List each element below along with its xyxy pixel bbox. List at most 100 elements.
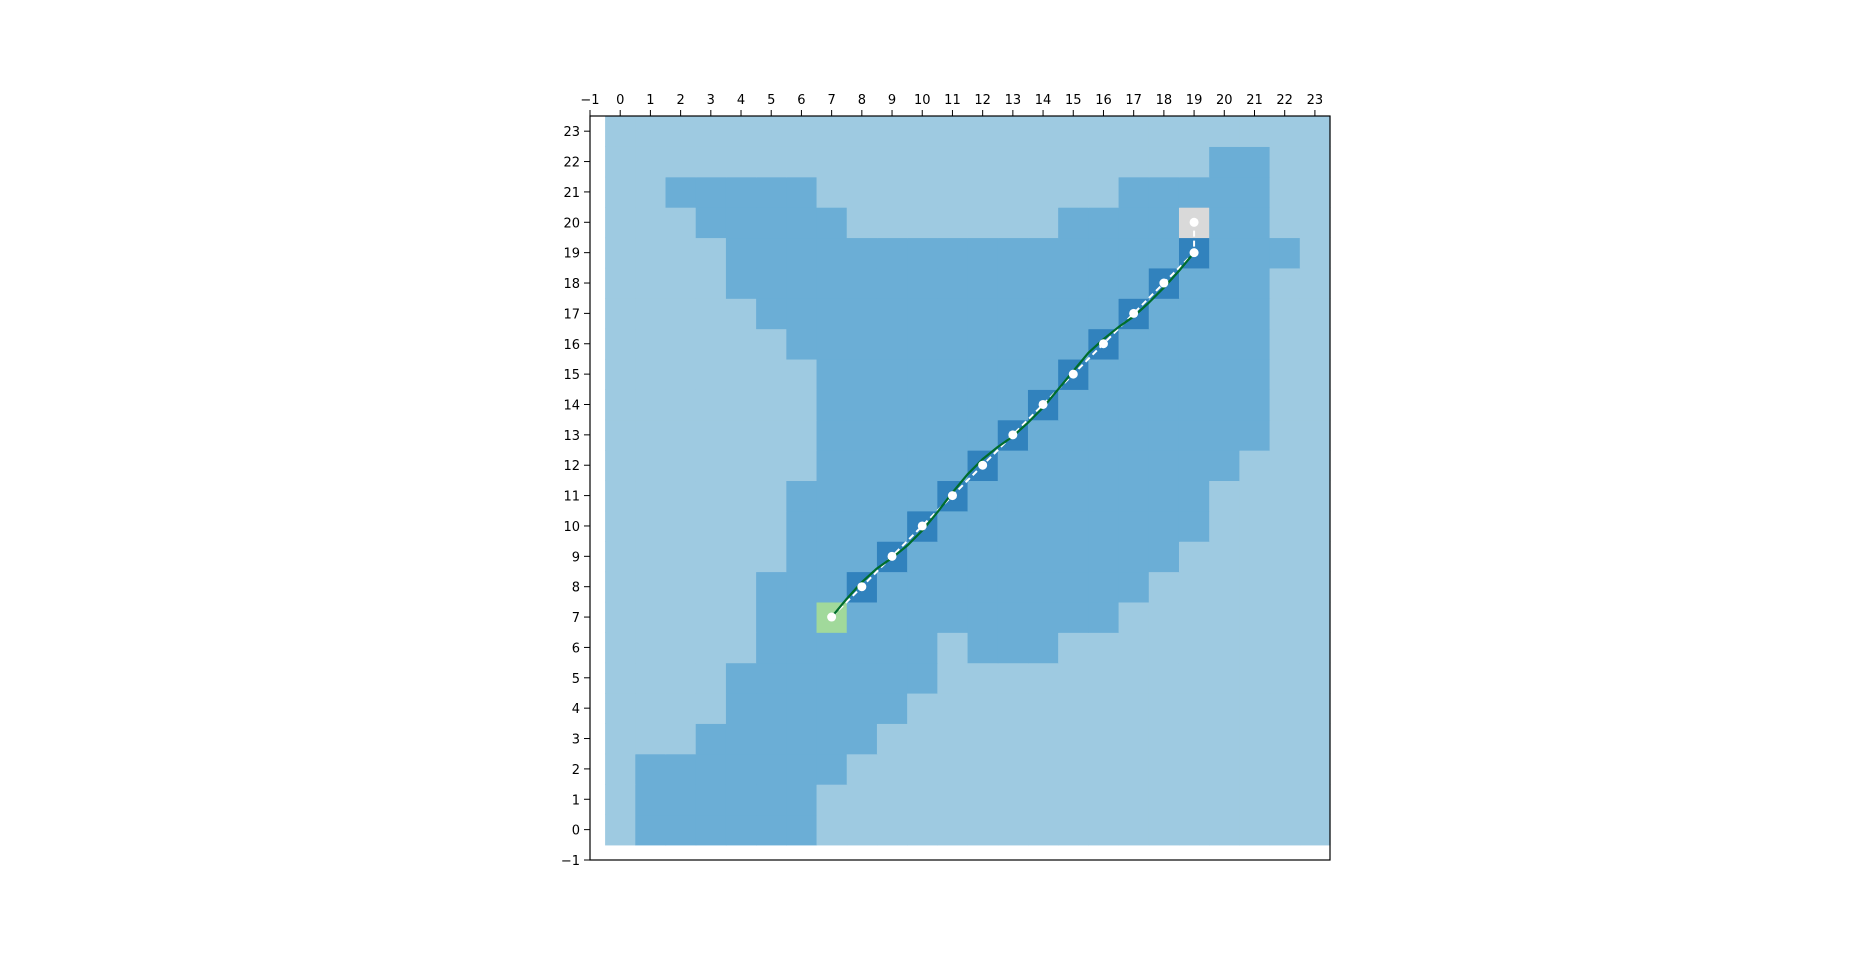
grid-cell (846, 207, 878, 239)
inner-region-cell (665, 176, 697, 208)
grid-cell (1178, 692, 1210, 724)
grid-cell (1027, 146, 1059, 178)
inner-region-cell (1058, 328, 1089, 360)
inner-region-cell (1178, 176, 1210, 208)
inner-region-cell (1239, 176, 1271, 208)
grid-cell (725, 358, 757, 390)
grid-cell (937, 176, 969, 208)
inner-region-cell (1088, 541, 1120, 573)
grid-cell (1178, 753, 1210, 785)
inner-region-cell (1027, 358, 1059, 390)
grid-cell (665, 480, 697, 512)
inner-region-cell (756, 632, 787, 664)
grid-cell (1239, 784, 1271, 816)
grid-cell (1269, 328, 1301, 360)
inner-region-cell (1118, 207, 1150, 239)
inner-region-cell (1178, 358, 1210, 390)
inner-region-cell (1148, 207, 1180, 239)
grid-cell (1299, 450, 1331, 482)
inner-region-cell (786, 632, 818, 664)
grid-cell (725, 510, 757, 542)
inner-region-cell (1269, 237, 1301, 269)
inner-region-cell (816, 632, 848, 664)
grid-cell (967, 753, 999, 785)
inner-region-cell (1178, 480, 1210, 512)
x-tick-label: 17 (1125, 93, 1142, 108)
grid-cell (907, 784, 938, 816)
x-tick-label: 22 (1276, 93, 1293, 108)
waypoint-marker (917, 521, 927, 531)
grid-cell (1299, 784, 1331, 816)
grid-cell (695, 328, 727, 360)
grid-cell (665, 328, 697, 360)
grid-cell (605, 510, 636, 542)
grid-cell (1299, 753, 1331, 785)
grid-cell (1209, 571, 1240, 603)
grid-cell (876, 723, 908, 755)
inner-region-cell (876, 358, 908, 390)
waypoint-marker (947, 491, 957, 501)
inner-region-cell (1027, 632, 1059, 664)
grid-cell (635, 419, 667, 451)
grid-cell (1269, 389, 1301, 421)
inner-region-cell (786, 480, 818, 512)
inner-region-cell (846, 510, 878, 542)
grid-cell (876, 116, 908, 147)
inner-region-cell (786, 207, 818, 239)
grid-cell (1269, 571, 1301, 603)
grid-cell (1088, 723, 1120, 755)
waypoint-marker (1008, 430, 1018, 440)
inner-region-cell (816, 298, 848, 330)
grid-cell (1209, 814, 1240, 846)
grid-cell (605, 298, 636, 330)
inner-region-cell (967, 419, 999, 451)
inner-region-cell (997, 298, 1029, 330)
inner-region-cell (725, 176, 757, 208)
inner-region-cell (876, 510, 908, 542)
inner-region-cell (997, 358, 1029, 390)
inner-region-cell (967, 571, 999, 603)
grid-cell (1299, 358, 1331, 390)
grid-cell (1299, 298, 1331, 330)
grid-cell (635, 632, 667, 664)
inner-region-cell (816, 662, 848, 694)
inner-region-cell (907, 358, 938, 390)
grid-cell (665, 267, 697, 299)
inner-region-cell (786, 601, 818, 633)
inner-region-cell (1088, 237, 1120, 269)
grid-cell (665, 601, 697, 633)
x-tick-label: 8 (858, 93, 866, 108)
inner-region-cell (907, 450, 938, 482)
inner-region-cell (1148, 237, 1180, 269)
inner-region-cell (816, 358, 848, 390)
grid-cell (635, 541, 667, 573)
y-tick-label: 9 (572, 550, 580, 565)
grid-cell (605, 176, 636, 208)
grid-cell (907, 814, 938, 846)
inner-region-cell (937, 419, 969, 451)
waypoint-marker (827, 612, 837, 622)
grid-cell (756, 541, 787, 573)
grid-cell (1209, 601, 1240, 633)
inner-region-cell (635, 784, 667, 816)
inner-region-cell (786, 267, 818, 299)
grid-cell (1027, 207, 1059, 239)
inner-region-cell (786, 510, 818, 542)
inner-region-cell (786, 298, 818, 330)
grid-cell (1269, 419, 1301, 451)
grid-cell (1027, 116, 1059, 147)
grid-cell (605, 267, 636, 299)
grid-cell (695, 601, 727, 633)
grid-cell (695, 632, 727, 664)
grid-cell (756, 146, 787, 178)
grid-cell (997, 723, 1029, 755)
inner-region-cell (695, 207, 727, 239)
grid-cell (605, 541, 636, 573)
waypoint-marker (1189, 248, 1199, 258)
grid-cell (907, 146, 938, 178)
grid-cell (1118, 146, 1150, 178)
grid-cell (665, 116, 697, 147)
inner-region-cell (907, 328, 938, 360)
grid-cell (1027, 176, 1059, 208)
grid-cell (1178, 146, 1210, 178)
